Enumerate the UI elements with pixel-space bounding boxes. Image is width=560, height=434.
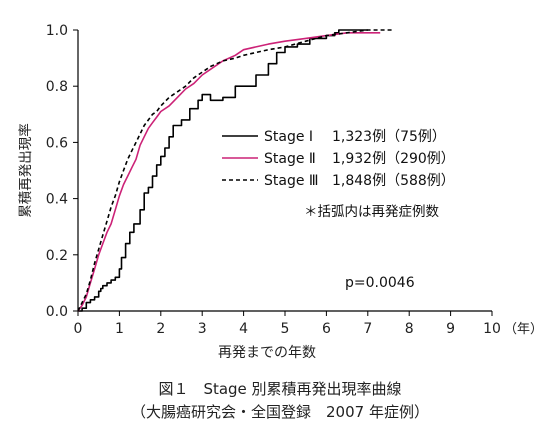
legend-label: Stage Ⅱ	[264, 151, 316, 167]
figure-caption-subtitle: （大腸癌研究会・全国登録 2007 年症例）	[131, 403, 429, 421]
note-annotation: ＊括弧内は再発症例数	[304, 204, 439, 220]
legend-count: 1,323例（75例）	[332, 129, 446, 145]
x-tick-label: 2	[156, 321, 165, 337]
legend-label: Stage Ⅰ	[264, 129, 313, 145]
axes	[73, 29, 493, 316]
chart: 0 1 2 3 4 5 6 7 8 9 10 （年） 0.0 0.2 0.4 0.6 0.8 1.0 再発までの年数…	[17, 23, 543, 361]
figure-caption-title: 図１ Stage 別累積再発出現率曲線	[158, 380, 402, 398]
x-tick-label: 1	[115, 321, 124, 337]
x-tick-label: 5	[281, 321, 290, 337]
legend-label: Stage Ⅲ	[264, 173, 319, 189]
legend-count: 1,848例（588例）	[332, 173, 455, 189]
x-tick-label: 8	[405, 321, 414, 337]
x-tick-label: 4	[239, 321, 248, 337]
x-tick-label: 9	[446, 321, 455, 337]
x-tick-label: 6	[322, 321, 331, 337]
legend-count: 1,932例（290例）	[332, 151, 455, 167]
y-tick-label: 0.0	[46, 304, 68, 320]
y-tick-label: 0.4	[46, 192, 68, 208]
x-tick-label: 3	[198, 321, 207, 337]
series-line-2	[77, 31, 381, 312]
x-axis-unit: （年）	[504, 322, 543, 337]
y-tick-label: 0.2	[46, 248, 68, 264]
plot-area	[77, 29, 393, 312]
y-tick-label: 1.0	[46, 23, 68, 39]
x-tick-label: 0	[74, 321, 83, 337]
chart-labels: 0 1 2 3 4 5 6 7 8 9 10 （年） 0.0 0.2 0.4 0.6 0.8 1.0 再発までの年数…	[17, 23, 543, 361]
p-value-annotation: p=0.0046	[345, 275, 415, 291]
y-axis-title: 累積再発出現率	[17, 123, 34, 218]
series-line-3	[77, 29, 393, 312]
x-tick-label: 7	[363, 321, 372, 337]
y-tick-label: 0.6	[46, 135, 68, 151]
x-axis-title: 再発までの年数	[218, 345, 316, 361]
y-tick-label: 0.8	[46, 79, 68, 95]
series-line-1	[78, 29, 368, 312]
x-tick-label: 10	[483, 321, 501, 337]
